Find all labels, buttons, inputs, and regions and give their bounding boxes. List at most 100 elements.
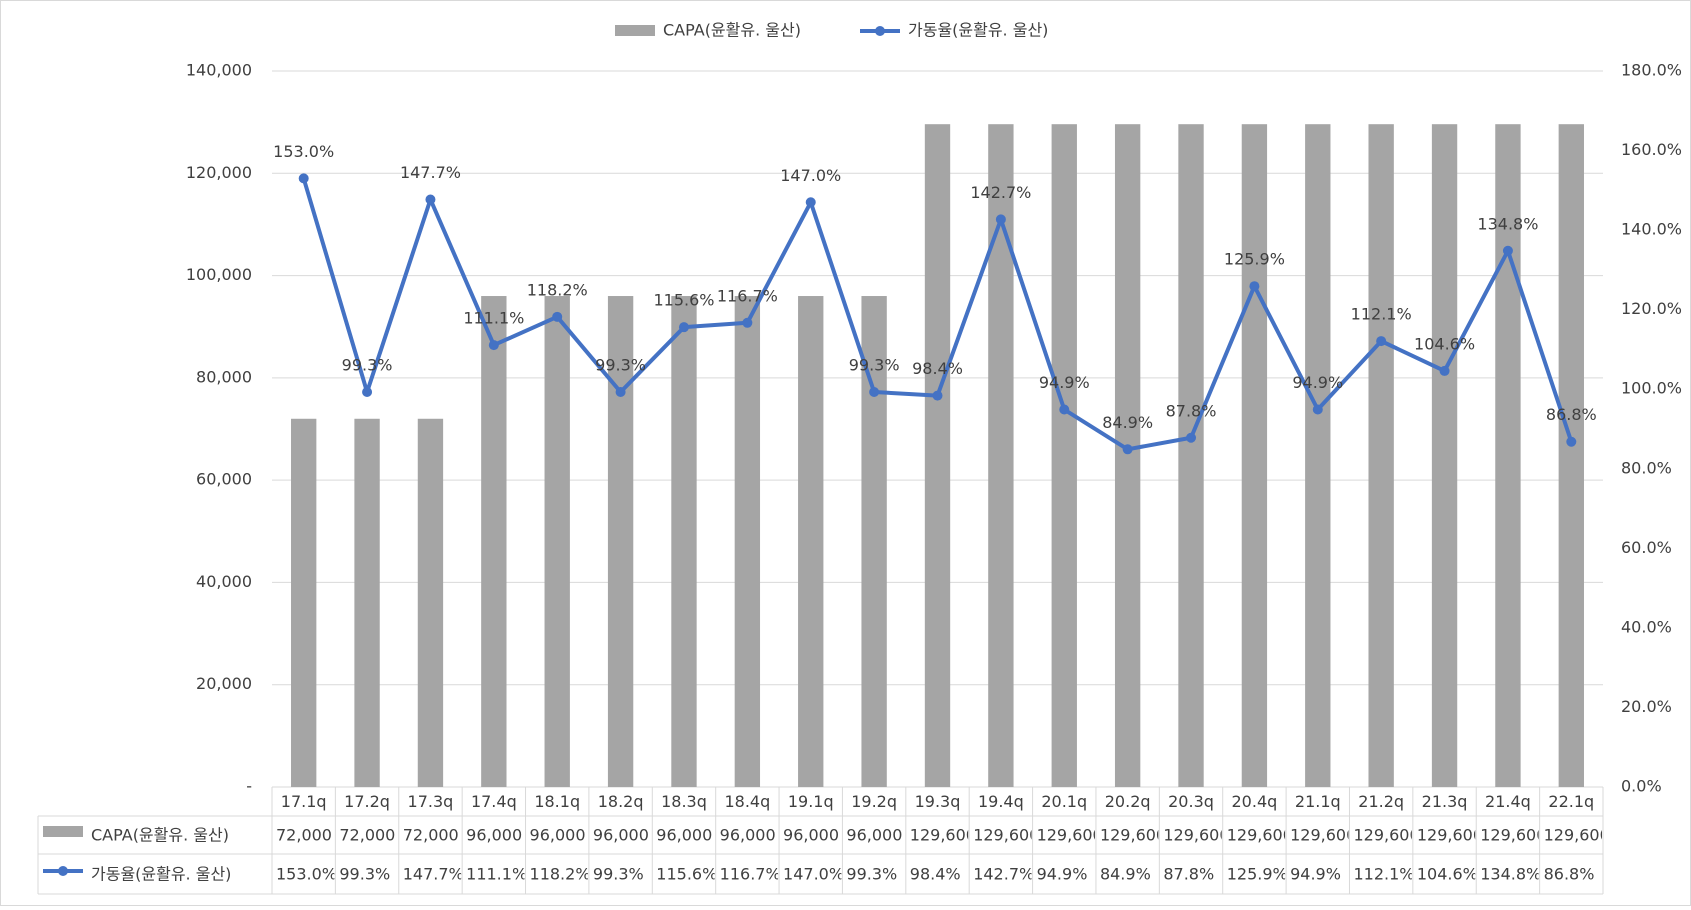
bar	[671, 296, 697, 787]
table-cell: 99.3%	[846, 865, 897, 884]
bar	[1178, 124, 1204, 787]
line-point	[615, 387, 626, 398]
line-point	[1376, 336, 1387, 347]
y2-tick-label: 100.0%	[1621, 379, 1682, 398]
data-label: 94.9%	[1292, 373, 1343, 392]
y-tick-label: -	[246, 777, 252, 796]
x-tick-label: 19.2q	[851, 792, 897, 811]
y-tick-label: 120,000	[186, 163, 252, 182]
table-cell: 96,000	[466, 826, 522, 845]
table-cell: 129,600	[910, 826, 976, 845]
plot	[291, 124, 1584, 787]
table-cell: 153.0%	[276, 865, 337, 884]
legend-key	[615, 25, 655, 36]
x-tick-label: 21.2q	[1358, 792, 1404, 811]
y-tick-label: 40,000	[196, 572, 252, 591]
legend-key	[43, 826, 83, 837]
data-label: 104.6%	[1414, 334, 1475, 353]
table-cell: 96,000	[846, 826, 902, 845]
line-point	[995, 214, 1006, 225]
table-cell: 129,600	[1037, 826, 1103, 845]
data-label: 112.1%	[1351, 305, 1412, 324]
data-label: 98.4%	[912, 359, 963, 378]
line-point	[869, 387, 880, 398]
y-tick-label: 80,000	[196, 367, 252, 386]
data-label: 125.9%	[1224, 250, 1285, 269]
x-tick-label: 21.1q	[1295, 792, 1341, 811]
x-tick-label: 19.1q	[788, 792, 834, 811]
bar	[1114, 124, 1141, 787]
y2-tick-label: 60.0%	[1621, 538, 1672, 557]
bar	[291, 418, 317, 787]
line-point	[1439, 365, 1450, 376]
x-tick-label: 20.4q	[1232, 792, 1278, 811]
table-row-label: 가동율(윤활유. 울산)	[91, 865, 231, 884]
bar	[798, 296, 824, 787]
table-cell: 86.8%	[1544, 865, 1595, 884]
x-tick-label: 17.4q	[471, 792, 517, 811]
table-cell: 98.4%	[910, 865, 961, 884]
table-cell: 99.3%	[593, 865, 644, 884]
table-cell: 94.9%	[1290, 865, 1341, 884]
bar	[481, 296, 507, 787]
data-label: 142.7%	[970, 183, 1031, 202]
data-label: 99.3%	[595, 356, 646, 375]
x-tick-label: 22.1q	[1548, 792, 1594, 811]
x-tick-label: 19.4q	[978, 792, 1024, 811]
table-cell: 96,000	[593, 826, 649, 845]
bar	[607, 296, 634, 787]
bar	[924, 124, 951, 787]
line-point	[1059, 404, 1070, 415]
y2-tick-label: 20.0%	[1621, 697, 1672, 716]
y-tick-label: 100,000	[186, 265, 252, 284]
data-label: 134.8%	[1477, 214, 1538, 233]
table-cell: 129,600	[1227, 826, 1293, 845]
bar	[861, 296, 887, 787]
table-cell: 104.6%	[1417, 865, 1478, 884]
table-cell: 129,600	[1417, 826, 1483, 845]
line-point	[298, 173, 309, 184]
table-cell: 72,000	[403, 826, 459, 845]
data-label: 111.1%	[463, 309, 524, 328]
line-point	[1312, 404, 1323, 415]
y2-tick-label: 160.0%	[1621, 140, 1682, 159]
table-cell: 116.7%	[720, 865, 781, 884]
line-point	[552, 311, 563, 322]
line-point	[1502, 245, 1513, 256]
y2-tick-label: 120.0%	[1621, 299, 1682, 318]
table-cell: 112.1%	[1353, 865, 1414, 884]
legend-label: CAPA(윤활유. 울산)	[663, 21, 801, 40]
bar	[417, 418, 444, 787]
data-label: 99.3%	[342, 356, 393, 375]
data-label: 115.6%	[653, 291, 714, 310]
legend-key	[58, 866, 68, 876]
table-cell: 96,000	[720, 826, 776, 845]
table-cell: 129,600	[1290, 826, 1356, 845]
table-cell: 84.9%	[1100, 865, 1151, 884]
line-point	[742, 317, 753, 328]
table-cell: 87.8%	[1163, 865, 1214, 884]
data-label: 118.2%	[527, 280, 588, 299]
legend: CAPA(윤활유. 울산) 가동율(윤활유. 울산)	[615, 21, 1048, 40]
x-tick-label: 21.3q	[1422, 792, 1468, 811]
data-label: 84.9%	[1102, 413, 1153, 432]
x-tick-label: 18.2q	[598, 792, 644, 811]
table-cell: 129,600	[973, 826, 1039, 845]
data-label: 94.9%	[1039, 373, 1090, 392]
line-point	[362, 387, 373, 398]
table-cell: 94.9%	[1037, 865, 1088, 884]
line-point	[932, 390, 943, 401]
table-cell: 147.7%	[403, 865, 464, 884]
legend-key	[875, 26, 885, 36]
table-cell: 111.1%	[466, 865, 527, 884]
data-label: 153.0%	[273, 142, 334, 161]
table-cell: 129,600	[1100, 826, 1166, 845]
y2-tick-label: 180.0%	[1621, 61, 1682, 80]
table-cell: 129,600	[1480, 826, 1546, 845]
line-point	[1186, 432, 1197, 443]
line-point	[1566, 436, 1577, 447]
x-tick-label: 21.4q	[1485, 792, 1531, 811]
table-cell: 96,000	[783, 826, 839, 845]
